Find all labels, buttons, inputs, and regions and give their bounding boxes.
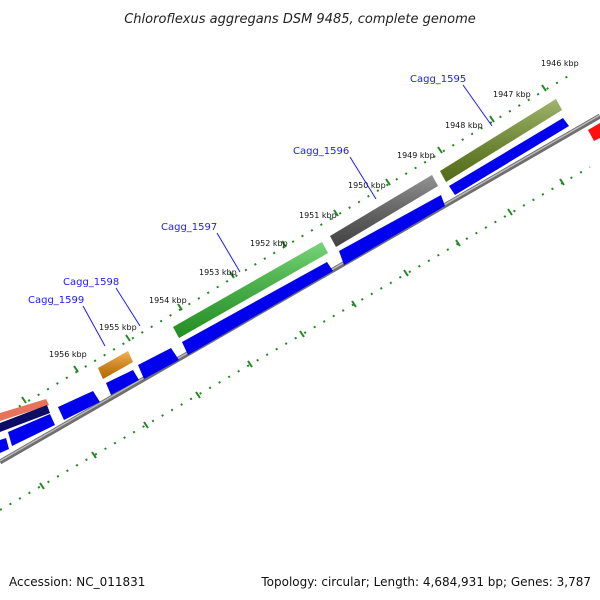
kbp-label: 1948 kbp: [445, 121, 483, 130]
kbp-label: 1949 kbp: [397, 151, 435, 160]
cds-3[interactable]: [182, 262, 333, 355]
forward-genes: [0, 99, 600, 432]
cds-features: [0, 118, 569, 453]
accession-text: Accession: NC_011831: [9, 575, 145, 589]
genome-summary-text: Topology: circular; Length: 4,684,931 bp…: [260, 575, 591, 589]
kbp-label: 1955 kbp: [99, 323, 137, 332]
cds-4[interactable]: [138, 348, 179, 379]
gene-label-cagg-1596[interactable]: Cagg_1596: [293, 146, 349, 157]
outer-tick-major: [21, 84, 547, 404]
inner-tick-major: [39, 178, 565, 490]
kbp-label: 1947 kbp: [493, 90, 531, 99]
cds-8[interactable]: [0, 438, 9, 453]
cds-1[interactable]: [449, 118, 569, 195]
gene-label-cagg-1599[interactable]: Cagg_1599: [28, 295, 84, 306]
cds-5[interactable]: [106, 370, 139, 395]
kbp-label: 1952 kbp: [250, 239, 288, 248]
kbp-label: 1956 kbp: [49, 350, 87, 359]
outer-tick-ruler: [0, 71, 576, 419]
kbp-label: 1954 kbp: [149, 296, 187, 305]
gene-navy[interactable]: [0, 405, 50, 432]
gene-red[interactable]: [588, 123, 600, 141]
gene-salmon[interactable]: [0, 399, 49, 421]
inner-tick-ruler: [0, 166, 591, 511]
kbp-labels: 1946 kbp 1947 kbp 1948 kbp 1949 kbp 1950…: [49, 59, 579, 359]
kbp-label: 1950 kbp: [348, 181, 386, 190]
gene-label-cagg-1597[interactable]: Cagg_1597: [161, 222, 217, 233]
cds-2[interactable]: [339, 195, 445, 265]
kbp-label: 1953 kbp: [199, 268, 237, 277]
gene-label-cagg-1598[interactable]: Cagg_1598: [63, 277, 119, 288]
kbp-label: 1946 kbp: [541, 59, 579, 68]
cds-6[interactable]: [58, 391, 100, 420]
gene-label-cagg-1595[interactable]: Cagg_1595: [410, 74, 466, 85]
map-title: Chloroflexus aggregans DSM 9485, complet…: [124, 12, 476, 27]
gene-labels: Cagg_1595 Cagg_1596 Cagg_1597 Cagg_1598 …: [28, 74, 493, 347]
kbp-label: 1951 kbp: [299, 211, 337, 220]
cds-7[interactable]: [8, 414, 55, 446]
